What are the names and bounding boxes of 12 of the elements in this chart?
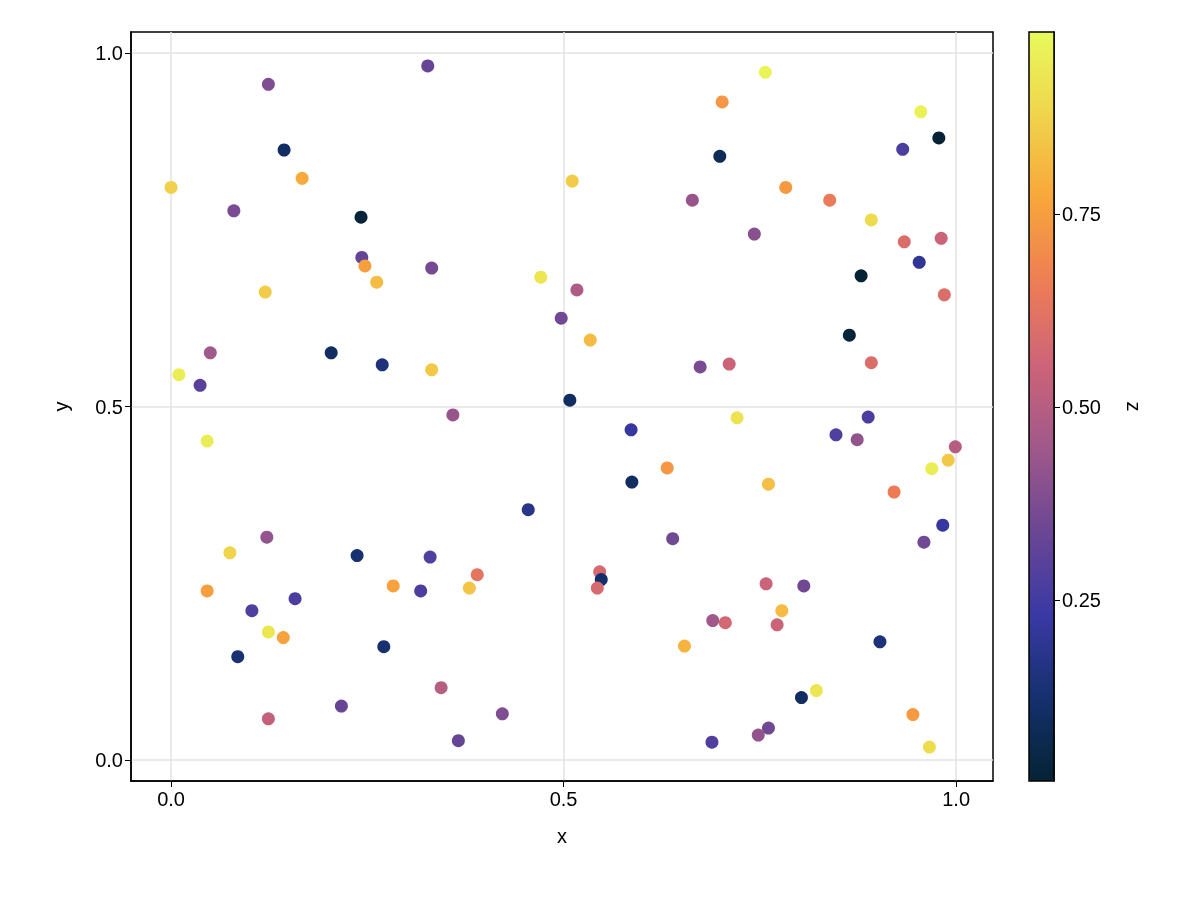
y-tick-label: 0.0: [95, 748, 123, 771]
y-tick-label: 0.5: [95, 395, 123, 418]
y-axis-title: y: [50, 401, 72, 412]
color-bar-label: 0.25: [1062, 589, 1101, 612]
x-tick-label: 0.0: [157, 788, 185, 810]
color-bar-label: 0.75: [1062, 203, 1101, 226]
color-bar-title: z: [1123, 401, 1145, 412]
x-tick-label: 0.5: [549, 788, 578, 810]
x-axis-title: x: [557, 825, 567, 847]
y-tick-label: 1.0: [95, 42, 123, 65]
color-bar-label: 0.50: [1062, 396, 1101, 419]
x-tick-label: 1.0: [942, 788, 971, 810]
